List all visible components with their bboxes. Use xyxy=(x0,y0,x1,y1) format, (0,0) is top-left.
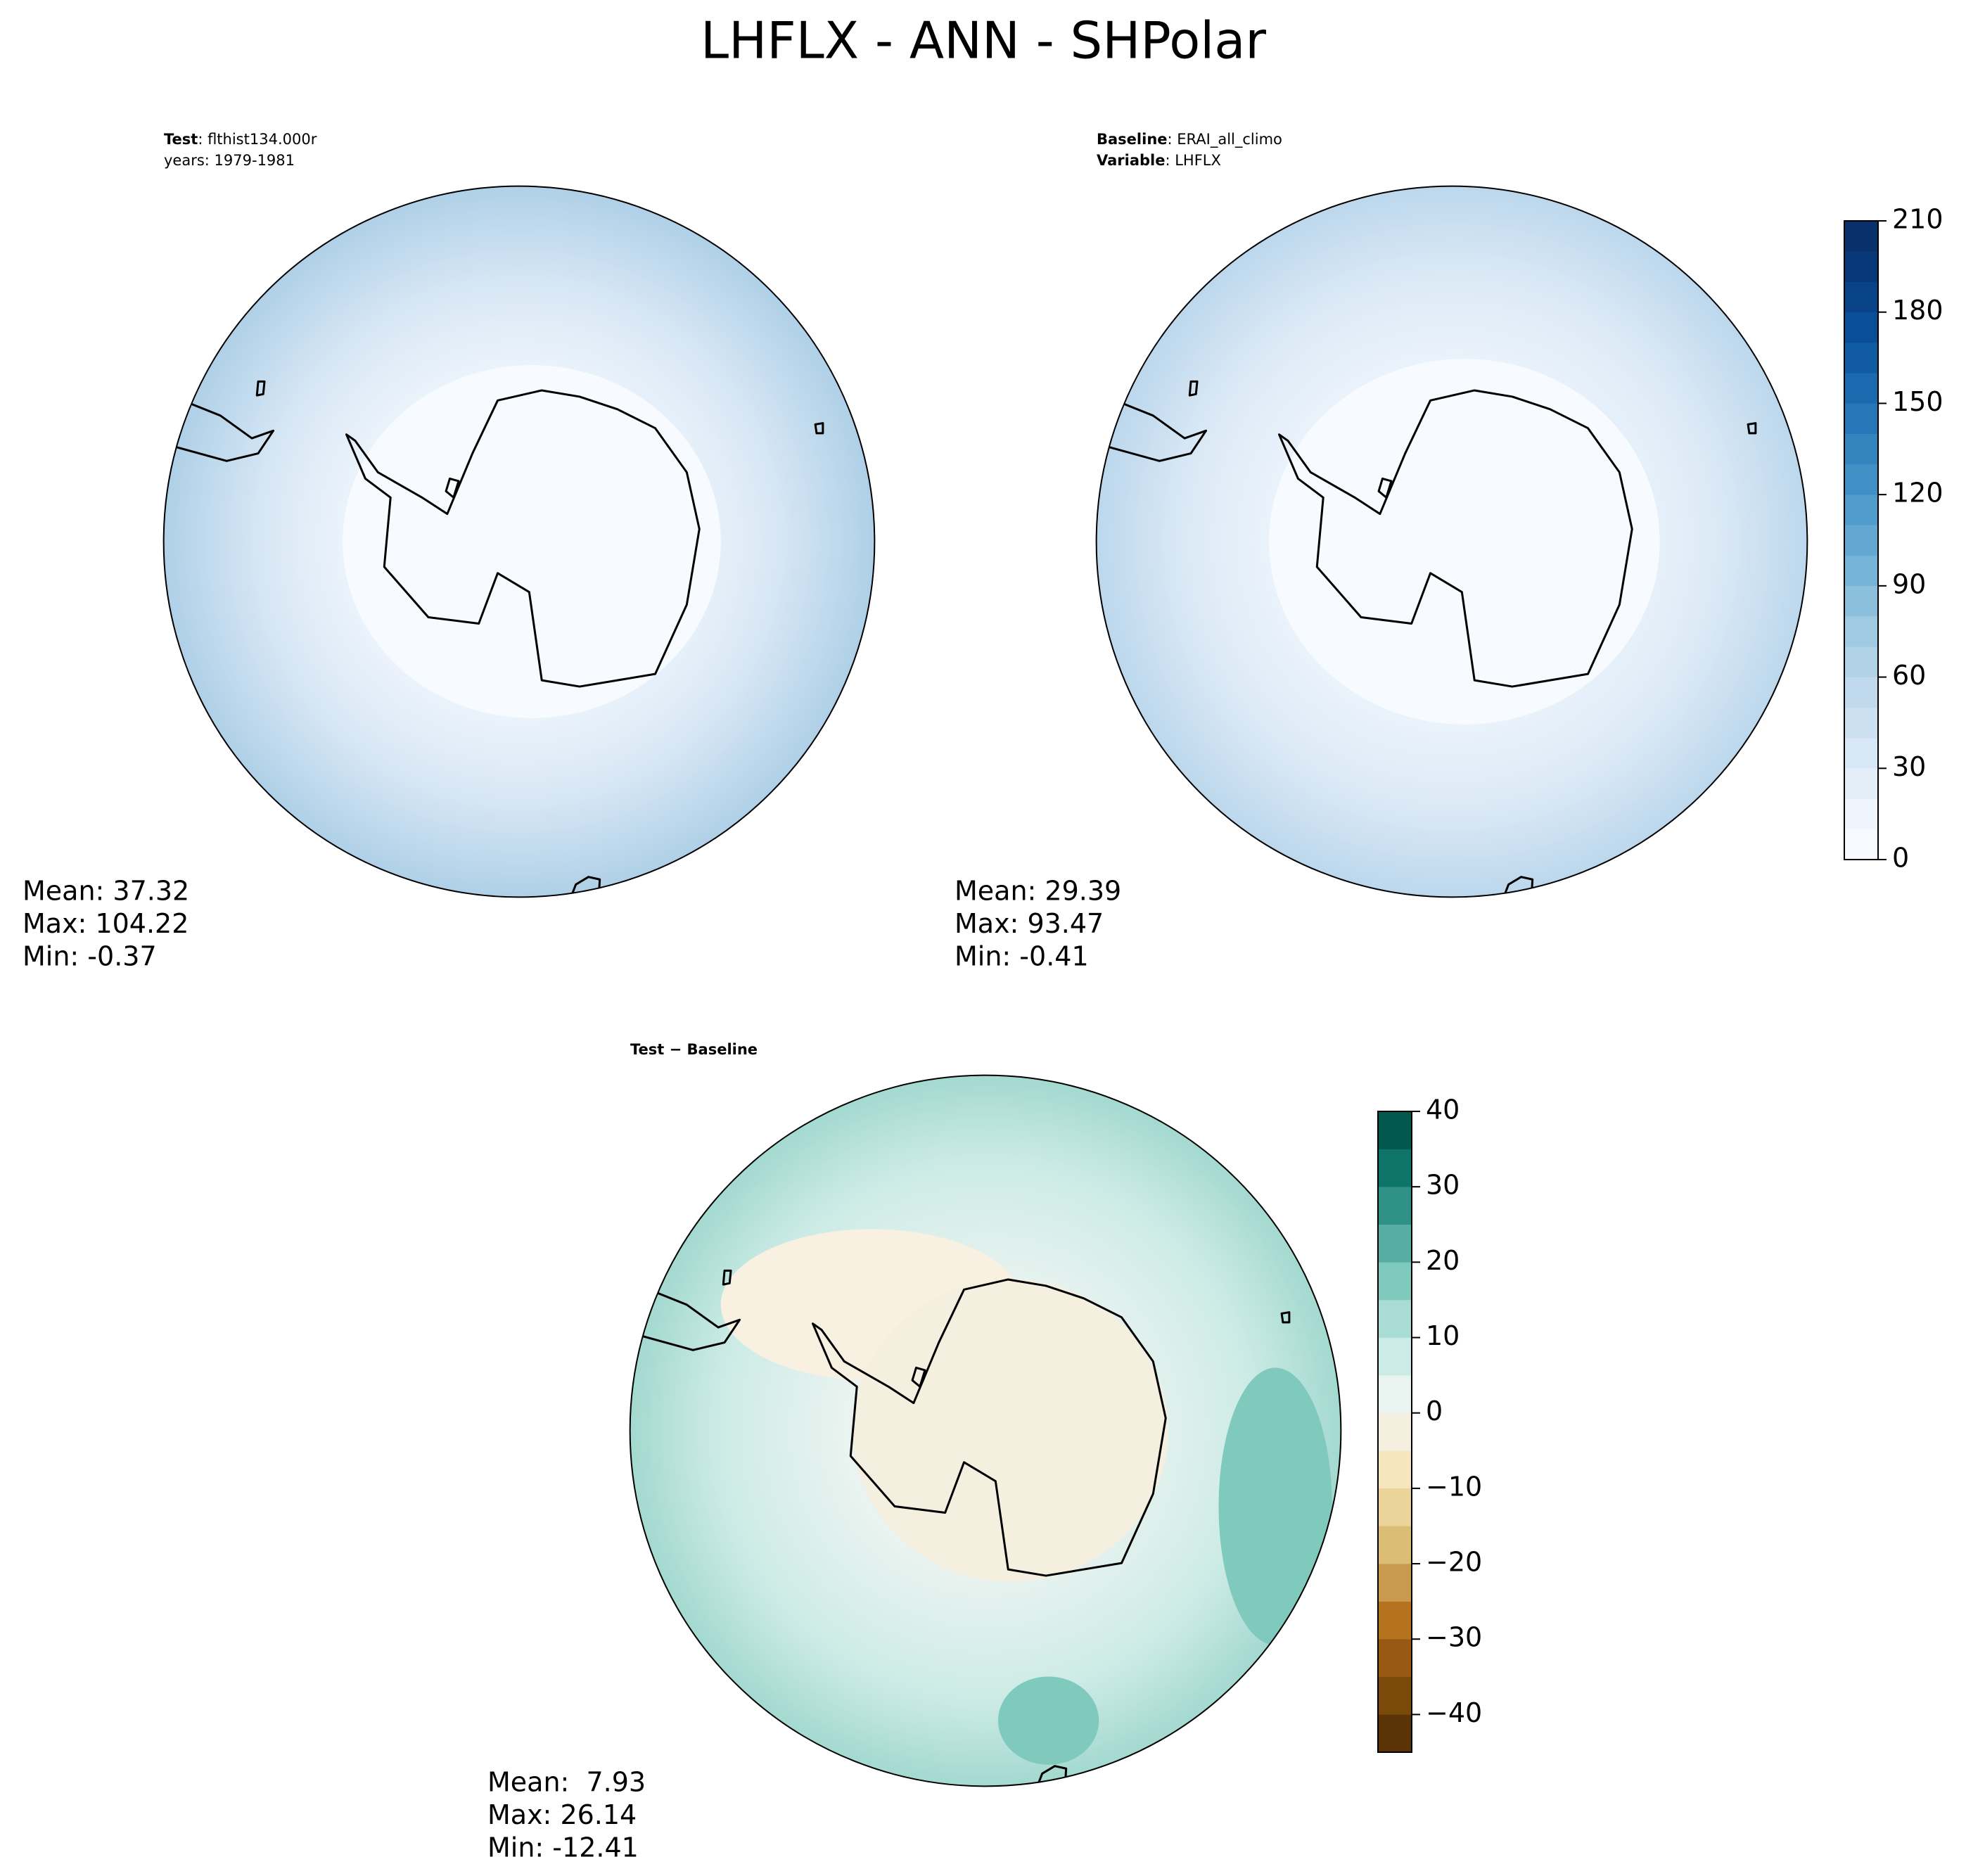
colorbar-tick-label: −40 xyxy=(1426,1697,1482,1728)
panel-header: years: 1979-1981 xyxy=(164,152,295,169)
colorbar-bin xyxy=(1377,1262,1412,1301)
annotations: Test: flthist134.000r years: 1979-1981 Mea… xyxy=(23,131,1943,1863)
colorbar-bin xyxy=(1844,615,1879,647)
header-segment: : ERAI_all_climo xyxy=(1168,131,1282,148)
colorbar-frame xyxy=(1844,220,1879,860)
panel-header: Test − Baseline xyxy=(630,1041,758,1058)
stat-line: Min: -0.37 xyxy=(23,941,157,972)
panel-header: Test: flthist134.000r xyxy=(164,131,317,148)
stat-line: Mean: 29.39 xyxy=(955,876,1121,907)
colorbar-bin xyxy=(1377,1224,1412,1263)
colorbar-bin xyxy=(1377,1149,1412,1187)
colorbar-bin xyxy=(1377,1488,1412,1526)
map-difference xyxy=(607,1076,1341,1790)
colorbar-bin xyxy=(1844,372,1879,404)
header-segment: Variable xyxy=(1097,152,1165,169)
colorbar-tick-label: 30 xyxy=(1426,1170,1460,1201)
colorbar-bin xyxy=(1844,525,1879,556)
colorbar-bin xyxy=(1844,585,1879,617)
colorbar-tick-label: −10 xyxy=(1426,1471,1482,1502)
colorbar-bin xyxy=(1377,1337,1412,1376)
stat-line: Max: 104.22 xyxy=(23,908,189,939)
colorbar-bin xyxy=(1844,646,1879,677)
colorbar-bin xyxy=(1377,1714,1412,1753)
colorbar-tick-label: 120 xyxy=(1892,478,1943,509)
colorbar-bin xyxy=(1844,403,1879,434)
header-segment: years: 1979-1981 xyxy=(164,152,295,169)
colorbar-tick-label: 10 xyxy=(1426,1320,1460,1351)
colorbar-bin xyxy=(1844,312,1879,343)
colorbar-bin xyxy=(1844,677,1879,708)
stat-line: Min: -0.41 xyxy=(955,941,1089,972)
colorbar-bin xyxy=(1377,1563,1412,1602)
panel-header: Baseline: ERAI_all_climo xyxy=(1097,131,1282,148)
colorbar-bin xyxy=(1844,737,1879,769)
colorbar-tick-label: 90 xyxy=(1892,568,1926,599)
stat-line: Max: 26.14 xyxy=(487,1799,637,1830)
colorbar-frame xyxy=(1377,1111,1412,1753)
header-segment: Test xyxy=(164,131,198,148)
colorbar-bin xyxy=(1844,250,1879,282)
header-segment: : LHFLX xyxy=(1165,152,1220,169)
colorbar-bin xyxy=(1844,555,1879,587)
colorbar-bin xyxy=(1377,1676,1412,1715)
header-segment: : flthist134.000r xyxy=(198,131,317,148)
stat-line: Mean: 7.93 xyxy=(487,1767,646,1798)
colorbar-bin xyxy=(1844,342,1879,374)
colorbar-tick-label: 180 xyxy=(1892,295,1943,326)
colorbar-bin xyxy=(1844,494,1879,525)
stat-line: Mean: 37.32 xyxy=(23,876,189,907)
map-baseline xyxy=(1073,186,1807,901)
colorbar-tick-label: 0 xyxy=(1892,843,1909,874)
header-segment: Test − Baseline xyxy=(630,1041,758,1058)
colorbar-tick-label: 40 xyxy=(1426,1095,1460,1125)
colorbar-bin xyxy=(1844,433,1879,465)
colorbar-bin xyxy=(1377,1638,1412,1678)
colorbar-tick-label: 30 xyxy=(1892,751,1926,782)
colorbar-bin xyxy=(1844,220,1879,252)
colorbar-bin xyxy=(1844,768,1879,799)
colorbar-bin xyxy=(1377,1374,1412,1413)
panel-header: Variable: LHFLX xyxy=(1097,152,1221,169)
colorbar-tick-label: 150 xyxy=(1892,386,1943,417)
figure-title: LHFLX - ANN - SHPolar xyxy=(701,11,1266,70)
colorbar-tick-label: 20 xyxy=(1426,1245,1460,1276)
colorbar-bin xyxy=(1377,1299,1412,1338)
colorbar-bin xyxy=(1377,1601,1412,1640)
header-segment: Baseline xyxy=(1097,131,1168,148)
colorbar-bin xyxy=(1377,1526,1412,1564)
colorbar-bin xyxy=(1844,829,1879,860)
colorbar-bin xyxy=(1844,281,1879,312)
colorbar-tick-label: 210 xyxy=(1892,204,1943,235)
map-test xyxy=(141,186,874,901)
colorbar-bin xyxy=(1844,464,1879,495)
colorbar-tick-label: −20 xyxy=(1426,1547,1482,1578)
stat-line: Max: 93.47 xyxy=(955,908,1104,939)
colorbar-tick-label: 0 xyxy=(1426,1396,1443,1427)
colorbar-bin xyxy=(1844,798,1879,830)
colorbar-bin xyxy=(1377,1412,1412,1451)
colorbar-bin xyxy=(1844,707,1879,739)
stat-line: Min: -12.41 xyxy=(487,1832,639,1863)
colorbar-bin xyxy=(1377,1450,1412,1489)
colorbar-bin xyxy=(1377,1186,1412,1225)
colorbar-tick-label: 60 xyxy=(1892,660,1926,691)
colorbar-bin xyxy=(1377,1111,1412,1149)
colorbar-tick-label: −30 xyxy=(1426,1622,1482,1653)
